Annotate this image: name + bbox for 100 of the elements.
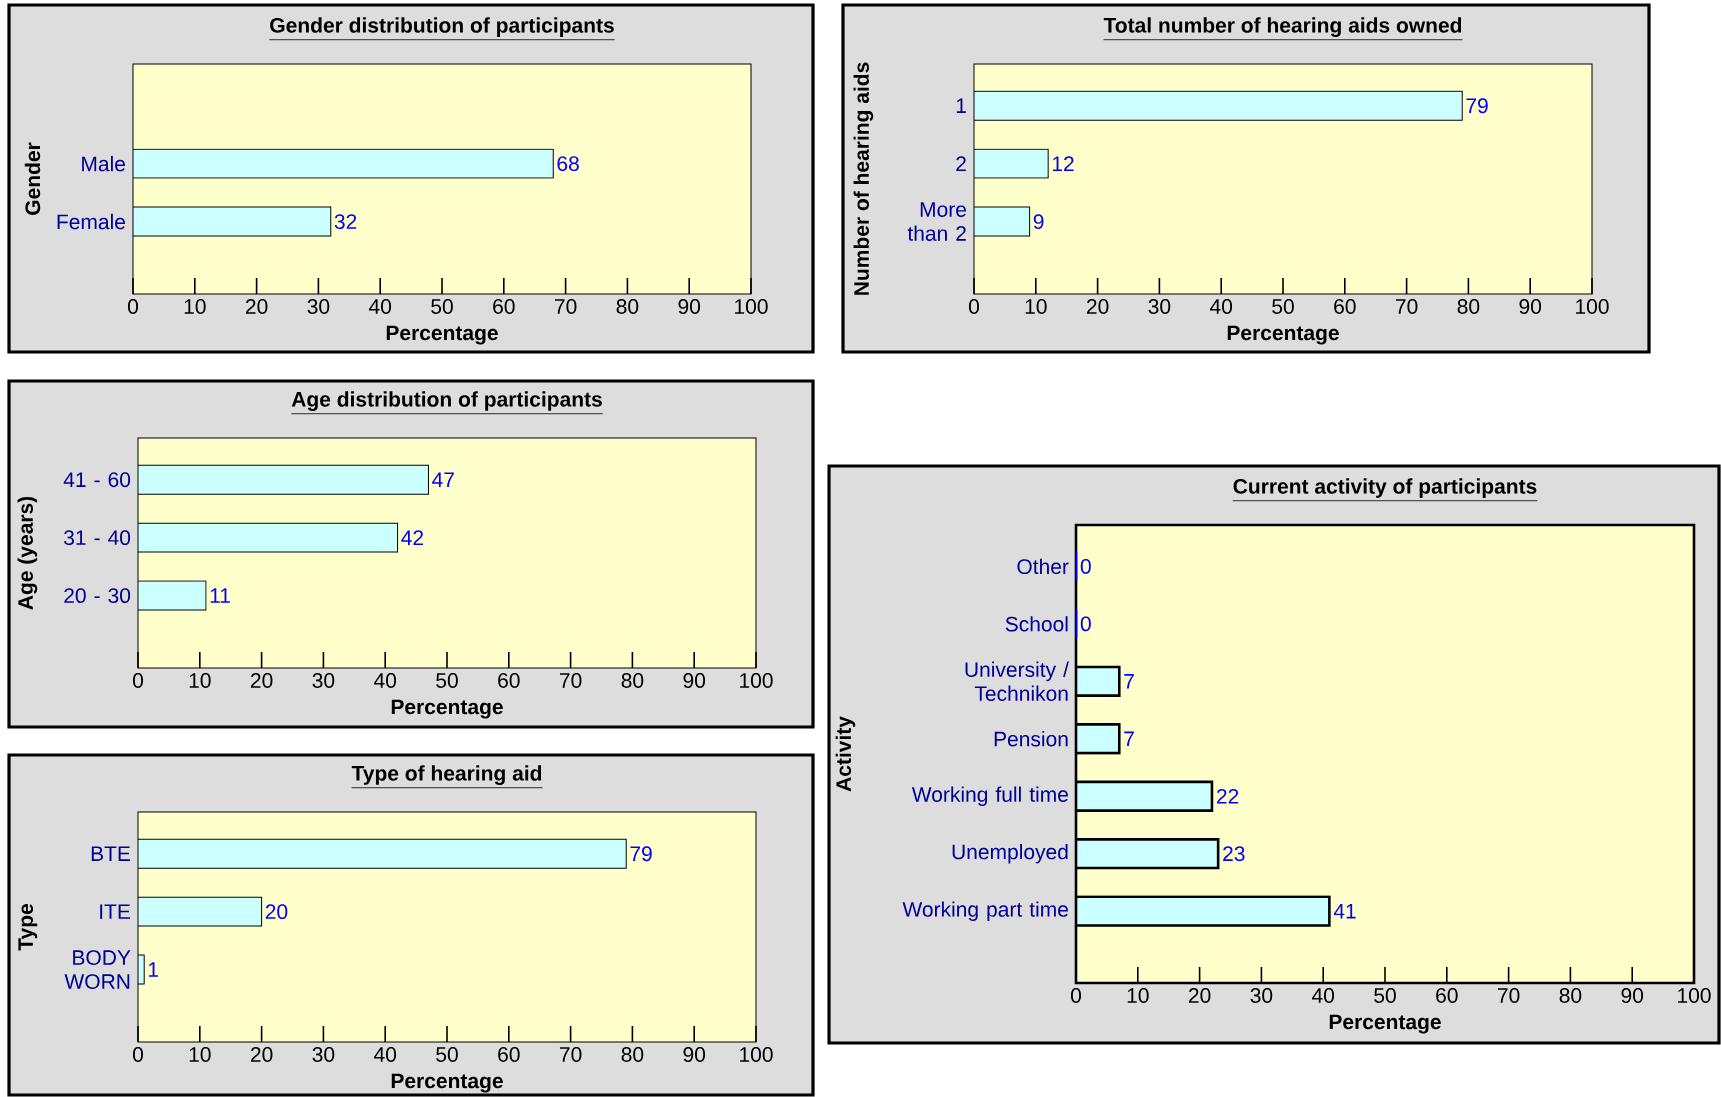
x-tick-label: 30	[307, 299, 330, 314]
y-tick-label: 20 - 30	[64, 588, 131, 604]
y-tick-label: University / Technikon	[965, 661, 1069, 702]
chart-title: Type of hearing aid	[351, 765, 542, 785]
x-tick-label: 70	[1395, 299, 1418, 314]
x-tick-label: 30	[312, 1047, 335, 1062]
y-tick-label: 31 - 40	[64, 530, 131, 546]
x-tick-label: 40	[1210, 299, 1233, 314]
chart-title: Age distribution of participants	[291, 391, 602, 411]
x-tick-label: 60	[498, 1047, 520, 1062]
data-label: 9	[1033, 214, 1044, 230]
x-tick-label: 30	[1148, 299, 1171, 314]
y-tick-label: School	[1005, 616, 1068, 632]
x-tick-label: 60	[1436, 988, 1458, 1003]
x-tick-label: 90	[678, 299, 701, 314]
y-axis-title: Activity	[835, 716, 856, 792]
y-tick-label: More than 2	[907, 202, 966, 241]
y-tick-label: BTE	[91, 846, 131, 861]
y-tick-label: Pension	[994, 731, 1068, 747]
data-label: 79	[630, 846, 652, 862]
x-tick-label: 90	[683, 673, 706, 688]
data-label: 11	[210, 588, 230, 603]
data-label: 47	[432, 472, 454, 487]
data-label: 12	[1052, 156, 1074, 171]
x-tick-label: 70	[559, 673, 582, 688]
x-tick-label: 40	[368, 299, 392, 314]
y-tick-label: 1	[956, 98, 966, 113]
data-label: 22	[1217, 788, 1239, 804]
data-label: 7	[1124, 674, 1134, 689]
x-tick-label: 100	[740, 673, 773, 688]
x-tick-label: 10	[184, 299, 206, 314]
data-label: 0	[1080, 616, 1091, 632]
x-tick-label: 60	[1334, 299, 1356, 314]
y-axis-title: Gender	[24, 142, 41, 215]
x-tick-label: 90	[1621, 988, 1644, 1003]
x-tick-label: 20	[250, 1047, 273, 1062]
y-axis-title: Number of hearing aids	[853, 62, 874, 295]
x-tick-label: 50	[1374, 988, 1396, 1003]
x-tick-label: 70	[559, 1047, 582, 1062]
x-axis-title: Percentage	[1227, 325, 1339, 345]
x-tick-label: 50	[1272, 299, 1294, 314]
x-axis-title: Percentage	[1329, 1014, 1441, 1034]
y-axis-title: Type	[18, 903, 38, 951]
x-tick-label: 100	[735, 299, 768, 314]
x-tick-label: 0	[132, 1047, 144, 1062]
y-tick-label: 2	[956, 156, 966, 171]
data-label: 20	[265, 904, 288, 920]
data-label: 0	[1080, 558, 1091, 574]
x-tick-label: 100	[1576, 299, 1609, 314]
x-tick-label: 80	[621, 673, 644, 688]
x-tick-label: 10	[189, 1047, 211, 1062]
data-label: 79	[1466, 98, 1488, 114]
x-tick-label: 70	[1497, 988, 1520, 1003]
y-axis-title: Age (years)	[17, 496, 38, 610]
x-tick-label: 100	[740, 1047, 773, 1062]
x-tick-label: 90	[1519, 299, 1542, 314]
x-tick-label: 40	[374, 673, 397, 688]
data-label: 7	[1124, 731, 1134, 746]
x-tick-label: 70	[554, 299, 577, 314]
x-tick-label: 80	[1559, 988, 1582, 1003]
x-tick-label: 10	[1025, 299, 1047, 314]
x-tick-label: 40	[1312, 988, 1335, 1003]
x-tick-label: 80	[616, 299, 639, 314]
x-tick-label: 40	[374, 1047, 397, 1062]
x-tick-label: 20	[1086, 299, 1109, 314]
data-label: 41	[1333, 903, 1356, 919]
x-tick-label: 0	[132, 673, 144, 688]
x-tick-label: 0	[1070, 988, 1082, 1003]
x-tick-label: 50	[436, 1047, 458, 1062]
x-tick-label: 50	[431, 299, 453, 314]
y-tick-label: ITE	[100, 904, 131, 919]
data-label: 32	[334, 214, 357, 230]
x-axis-title: Percentage	[391, 699, 503, 719]
data-label: 23	[1223, 846, 1245, 862]
y-tick-label: Male	[82, 155, 125, 172]
x-tick-label: 30	[312, 673, 335, 688]
x-tick-label: 10	[189, 673, 211, 688]
y-tick-label: Other	[1017, 558, 1069, 575]
x-tick-label: 20	[245, 299, 268, 314]
x-tick-label: 80	[621, 1047, 644, 1062]
x-tick-label: 0	[968, 299, 980, 314]
x-tick-label: 60	[493, 299, 515, 314]
y-tick-label: Working full time	[911, 786, 1068, 807]
y-tick-label: BODY WORN	[64, 950, 131, 990]
chart-title: Total number of hearing aids owned	[1103, 17, 1462, 37]
y-tick-label: Female	[57, 213, 125, 230]
x-tick-label: 90	[683, 1047, 706, 1062]
data-label: 42	[401, 530, 424, 545]
x-tick-label: 20	[1188, 988, 1211, 1003]
x-tick-label: 100	[1678, 988, 1711, 1003]
x-tick-label: 0	[127, 299, 139, 314]
x-tick-label: 20	[250, 673, 273, 688]
chart-title: Current activity of participants	[1233, 478, 1537, 498]
x-axis-title: Percentage	[386, 325, 498, 345]
y-tick-label: Unemployed	[952, 843, 1068, 864]
data-label: 68	[557, 156, 579, 172]
x-axis-title: Percentage	[391, 1073, 503, 1093]
y-tick-label: Working part time	[902, 901, 1068, 921]
data-label: 1	[148, 962, 158, 977]
x-tick-label: 60	[498, 673, 520, 688]
